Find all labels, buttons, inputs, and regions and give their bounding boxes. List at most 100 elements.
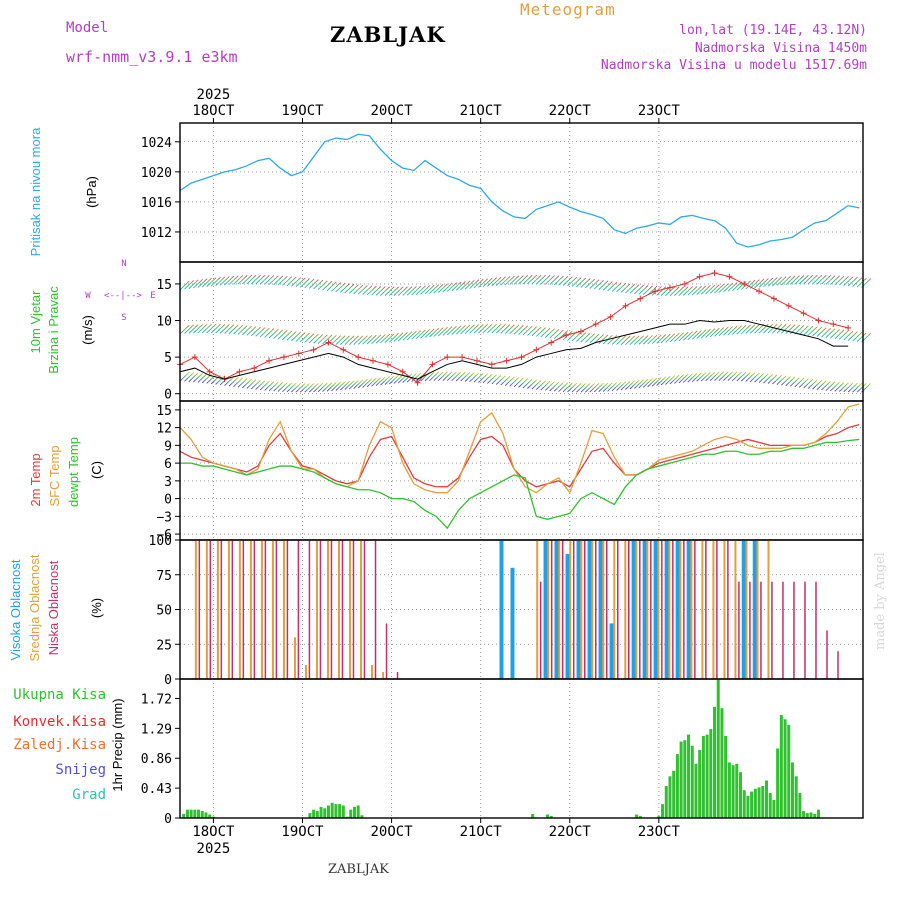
cloud-low-bar — [253, 540, 256, 679]
ylabel-pressure-unit: (hPa) — [84, 176, 99, 208]
wind-barb-2 — [291, 382, 301, 393]
wind-barb-2 — [718, 371, 729, 381]
wind-barb-2 — [812, 380, 823, 390]
wind-barb-0 — [389, 286, 399, 296]
wind-barb-1 — [593, 334, 604, 344]
model-name: wrf-nmm_v3.9.1 e3km — [66, 48, 238, 66]
wind-barb-1 — [228, 324, 239, 335]
wind-barb-2 — [317, 382, 328, 393]
wind-barb-2 — [340, 380, 350, 391]
wind-barb-0 — [767, 277, 778, 287]
wind-barb-1 — [504, 324, 515, 334]
wind-barb-0 — [598, 280, 609, 290]
cloud-mid-bar — [745, 540, 748, 679]
wind-barb-1 — [536, 327, 546, 337]
wind-barb-1 — [438, 326, 448, 337]
wind-barb-2 — [188, 372, 199, 382]
xtick-label-bottom-5: 23OCT — [638, 824, 681, 840]
wind-barb-2 — [331, 381, 342, 392]
wind-barb-1 — [473, 324, 484, 334]
cloud-low-bar — [572, 540, 575, 679]
precip-bar — [545, 814, 549, 818]
wind-barb-1 — [415, 329, 426, 340]
ytick-label-wind-1: 5 — [164, 351, 172, 366]
xtick-label-bottom-2: 20OCT — [371, 824, 414, 840]
cloud-high-bar — [686, 540, 691, 679]
wind-barb-1 — [264, 328, 275, 338]
wind-barb-0 — [723, 282, 734, 293]
wind-barb-1 — [740, 324, 751, 335]
wind-barb-2 — [674, 374, 685, 384]
wind-barb-0 — [776, 276, 787, 286]
cloud-mid-bar — [613, 540, 616, 679]
wind-barb-0 — [803, 274, 814, 285]
ytick-label-clouds-2: 50 — [156, 604, 172, 619]
wind-barb-0 — [727, 282, 738, 292]
ylabel-cloud-low: Niska Oblacnost — [46, 560, 61, 655]
precip-bar — [809, 812, 813, 818]
wind-barb-2 — [273, 382, 284, 392]
wind-barb-2 — [660, 375, 671, 386]
wind-barb-1 — [598, 334, 609, 344]
wind-barb-0 — [540, 275, 551, 285]
wind-barb-1 — [732, 325, 742, 335]
wind-barb-2 — [389, 374, 399, 385]
gust-marker — [785, 302, 792, 309]
wind-barb-2 — [228, 377, 239, 387]
cloud-high-bar — [653, 540, 658, 679]
wind-barb-1 — [219, 324, 230, 334]
precip-bar — [638, 815, 642, 818]
wind-barb-2 — [749, 372, 760, 383]
wind-barb-2 — [536, 380, 546, 390]
cloud-low-bar — [650, 540, 652, 679]
wind-barb-0 — [455, 281, 466, 291]
precip-bar — [787, 724, 791, 818]
wind-barb-0 — [549, 275, 560, 285]
wind-barb-2 — [268, 381, 279, 392]
wind-barb-2 — [758, 373, 769, 383]
precip-bar — [334, 804, 338, 818]
wind-barb-1 — [393, 332, 404, 342]
cloud-mid-bar — [315, 540, 318, 679]
precip-bar — [816, 809, 820, 818]
wind-barb-0 — [362, 285, 373, 295]
wind-barb-1 — [397, 331, 408, 342]
cloud-low-bar — [550, 540, 553, 679]
gust-marker — [726, 273, 733, 280]
wind-barb-1 — [589, 333, 600, 344]
cloud-high-bar — [510, 567, 515, 679]
wind-barb-2 — [322, 382, 333, 392]
wind-barb-1 — [482, 323, 493, 334]
wind-barb-0 — [674, 286, 685, 296]
cloud-low-bar — [727, 540, 729, 679]
wind-barb-2 — [380, 376, 391, 386]
wind-barb-0 — [335, 282, 346, 293]
wind-barb-1 — [513, 325, 524, 335]
cloud-mid-bar — [668, 540, 671, 679]
wind-barb-2 — [184, 372, 195, 382]
precip-bar — [323, 808, 327, 818]
wind-barb-2 — [371, 377, 382, 387]
precip-bar — [739, 772, 743, 818]
wind-barb-2 — [193, 372, 203, 383]
precip-bar — [768, 792, 772, 818]
cloud-mid-bar — [382, 672, 385, 679]
wind-barb-2 — [593, 382, 604, 393]
wind-barb-0 — [781, 275, 791, 286]
wind-barb-2 — [455, 371, 466, 382]
wind-barb-0 — [544, 275, 555, 285]
wind-barb-0 — [255, 274, 266, 285]
wind-barb-1 — [460, 324, 471, 335]
wind-barb-2 — [469, 372, 480, 383]
wind-barb-1 — [317, 334, 328, 344]
gust-marker — [533, 346, 540, 353]
wind-dir-e: E — [150, 291, 155, 301]
wind-barb-2 — [589, 382, 600, 393]
wind-barb-2 — [567, 382, 578, 393]
wind-barb-1 — [745, 324, 756, 334]
wind-barb-2 — [242, 378, 252, 389]
wind-barb-0 — [522, 274, 533, 285]
cloud-mid-bar — [690, 540, 693, 679]
wind-barb-1 — [250, 326, 261, 337]
